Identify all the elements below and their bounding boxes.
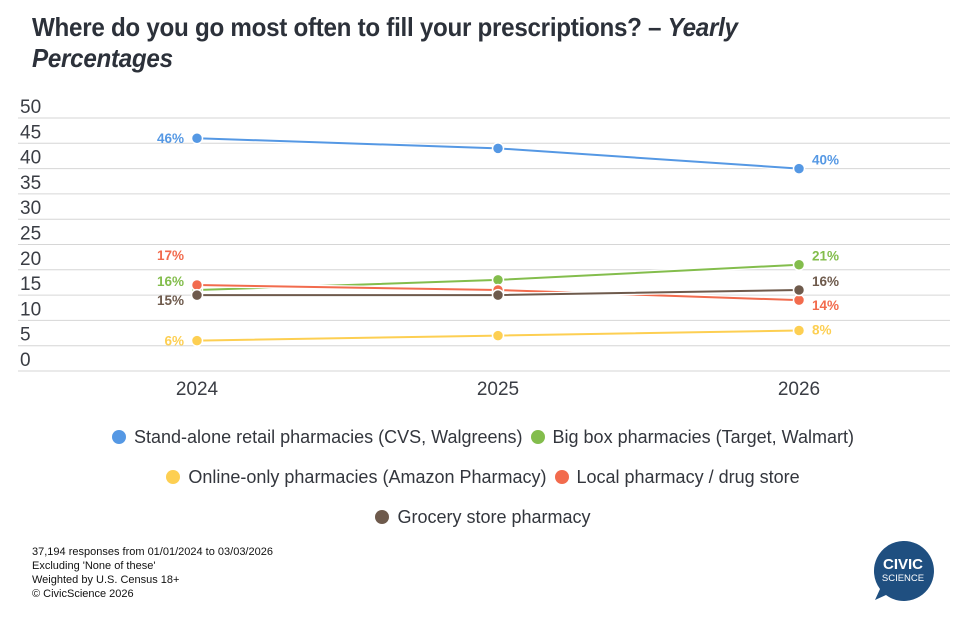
logo-line1: CIVIC [883,556,923,573]
y-tick-label: 45 [20,122,41,143]
footnote-copyright: © CivicScience 2026 [32,588,134,600]
legend-dot-icon [554,470,569,484]
legend-label: Online-only pharmacies (Amazon Pharmacy) [188,467,547,487]
legend-row: Grocery store pharmacy [0,502,966,542]
footnote-weighting: Weighted by U.S. Census 18+ [32,574,180,586]
legend-dot-icon [166,470,181,484]
data-point [792,293,806,307]
legend-item[interactable]: Local pharmacy / drug store [554,462,800,492]
logo-speech-bubble-icon [873,540,934,601]
y-tick-label: 0 [20,350,31,371]
data-point [190,288,204,302]
y-tick-label: 20 [20,249,41,270]
y-tick-label: 5 [20,325,31,346]
footnote-responses: 37,194 responses from 01/01/2024 to 03/0… [32,546,273,558]
data-label: 8% [812,323,832,338]
x-axis-ticks: 2024 2025 2026 [176,379,820,400]
legend-item[interactable]: Stand-alone retail pharmacies (CVS, Walg… [112,422,523,452]
series-points [190,131,806,347]
data-label: 6% [164,334,184,349]
data-label: 14% [812,298,839,313]
legend-row: Stand-alone retail pharmacies (CVS, Walg… [0,422,966,462]
chart-title: Where do you go most often to fill your … [32,12,850,74]
legend-item[interactable]: Grocery store pharmacy [375,502,591,532]
y-tick-label: 10 [20,299,41,320]
footnote: 37,194 responses from 01/01/2024 to 03/0… [32,545,273,601]
data-label: 21% [812,249,839,264]
civicscience-logo: CIVIC SCIENCE [873,540,934,601]
x-tick-label: 2024 [176,379,219,400]
legend-dot-icon [375,510,390,524]
data-label: 16% [157,274,184,289]
data-point [491,142,505,155]
logo-line2: SCIENCE [882,573,924,584]
y-tick-label: 50 [20,97,41,118]
legend-row: Online-only pharmacies (Amazon Pharmacy)… [0,462,966,502]
data-label: 16% [812,274,839,289]
legend-dot-icon [112,430,127,444]
data-point [491,329,505,342]
footnote-exclusion: Excluding 'None of these' [32,560,156,572]
data-label: 17% [157,248,184,263]
data-labels: 46% 40% 16% 21% 6% 8% 17% 14% 15% 16% [157,131,839,348]
data-point [792,258,806,271]
data-point [190,334,204,347]
legend-label: Local pharmacy / drug store [576,467,800,487]
data-point [190,278,204,292]
y-tick-label: 35 [20,173,41,194]
y-tick-label: 15 [20,274,41,295]
data-point [792,324,806,337]
x-tick-label: 2026 [778,379,820,400]
gridlines [18,117,950,372]
data-point [491,273,505,287]
legend: Stand-alone retail pharmacies (CVS, Walg… [0,422,966,542]
y-tick-label: 25 [20,224,41,245]
legend-label: Big box pharmacies (Target, Walmart) [552,427,854,447]
legend-item[interactable]: Big box pharmacies (Target, Walmart) [530,422,854,452]
legend-label: Stand-alone retail pharmacies (CVS, Walg… [134,427,523,447]
data-point [792,283,806,297]
data-point [491,288,505,302]
data-label: 40% [812,153,839,168]
chart-title-main: Where do you go most often to fill your … [32,12,668,42]
legend-label: Grocery store pharmacy [397,507,591,527]
legend-item[interactable]: Online-only pharmacies (Amazon Pharmacy) [166,462,547,492]
data-point [792,162,806,175]
data-label: 46% [157,131,184,146]
data-point [190,131,204,145]
y-tick-label: 30 [20,198,41,219]
chart-title-italic: Yearly Percentages [32,12,738,73]
x-tick-label: 2025 [477,379,519,400]
y-tick-label: 40 [20,148,41,169]
legend-dot-icon [530,430,545,444]
data-label: 15% [157,293,184,308]
